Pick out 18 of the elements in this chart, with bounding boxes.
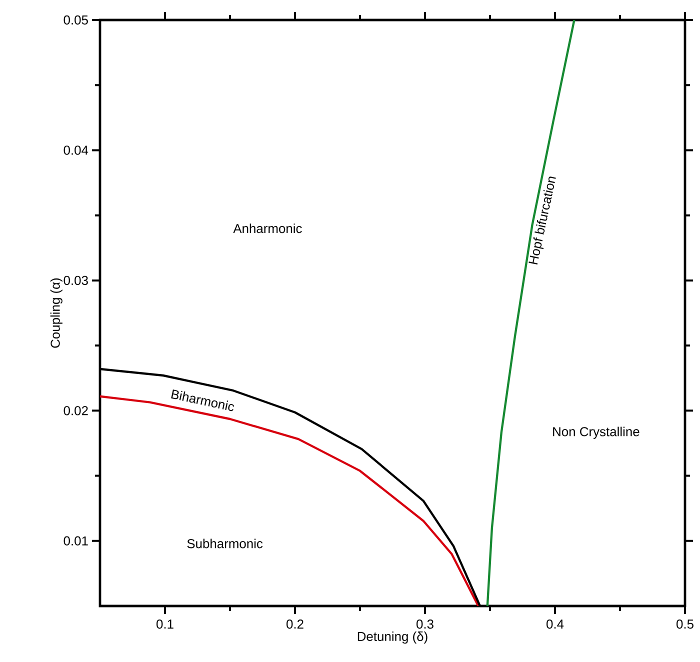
annotation: Subharmonic — [187, 538, 263, 548]
y-axis-title: Coupling (α) — [50, 278, 62, 348]
annotation: Biharmonic — [171, 390, 234, 412]
line-series — [486, 20, 576, 606]
x-axis-title: Detuning (δ) — [358, 632, 428, 644]
x-tick-label: 0.2 — [286, 620, 304, 629]
y-tick-label: 0.05 — [64, 15, 88, 25]
annotation: Hopf bifurcation — [528, 176, 556, 265]
y-tick-label: 0.04 — [64, 146, 88, 155]
x-tick-label: 0.5 — [676, 620, 694, 629]
annotation: Anharmonic — [233, 224, 302, 234]
x-tick-label: 0.1 — [156, 620, 174, 629]
y-tick-label: 0.01 — [64, 536, 88, 546]
x-tick-label: 0.4 — [546, 620, 564, 629]
y-tick-label: 0.03 — [64, 276, 88, 286]
y-tick-label: 0.02 — [64, 406, 88, 416]
x-tick-label: 0.3 — [416, 620, 434, 629]
annotation: Non Crystalline — [553, 426, 640, 439]
